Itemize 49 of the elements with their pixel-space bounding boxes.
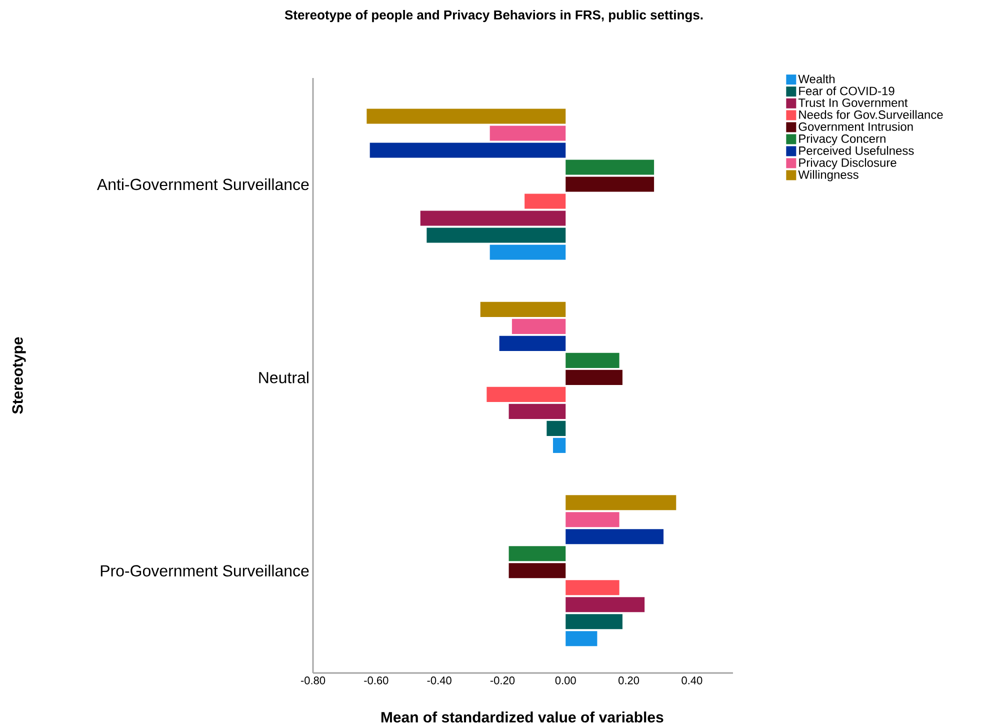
bar — [566, 495, 676, 510]
bar — [524, 194, 566, 209]
legend-label: Trust In Government — [798, 98, 908, 107]
legend-label: Needs for Gov.Surveillance — [799, 110, 943, 119]
x-tick-label: 0.40 — [682, 676, 702, 684]
x-tick-label: 0.20 — [618, 676, 640, 684]
legend-label: Wealth — [798, 74, 835, 84]
bar — [499, 336, 566, 351]
chart-title: Stereotype of people and Privacy Behaviors in FRS, public settings. — [284, 10, 703, 22]
legend-label: Willingness — [798, 170, 858, 182]
legend-label: Privacy Concern — [799, 134, 886, 146]
bar — [566, 580, 620, 596]
bar — [566, 614, 622, 630]
bar — [566, 370, 622, 385]
bar — [508, 404, 566, 419]
bar — [566, 512, 620, 528]
bar — [566, 176, 654, 192]
y-tick-label: Anti-Government Surveillance — [96, 178, 309, 190]
bar — [566, 160, 654, 175]
x-tick-label: -0.80 — [300, 676, 326, 684]
bar — [366, 108, 566, 124]
x-tick-label: -0.20 — [490, 676, 515, 684]
bar — [566, 631, 598, 646]
x-tick-label: 0.00 — [555, 676, 576, 684]
y-tick-label: Pro-Government Surveillance — [100, 564, 309, 576]
bar — [426, 228, 566, 243]
bar — [546, 420, 566, 436]
bar — [566, 529, 664, 544]
legend-label: Fear of COVID-19 — [799, 86, 894, 96]
bar — [552, 438, 566, 453]
y-tick-label: Neutral — [259, 372, 308, 384]
legend-label: Privacy Disclosure — [799, 158, 896, 170]
bar — [486, 386, 566, 402]
bar — [370, 142, 566, 158]
legend-label: Government Intrusion — [798, 122, 913, 131]
bar — [490, 244, 566, 260]
bar — [480, 302, 566, 317]
bar — [566, 597, 645, 612]
bar — [508, 563, 566, 578]
bar — [420, 210, 566, 226]
x-tick-label: -0.40 — [427, 676, 452, 684]
bar — [566, 352, 620, 368]
bar — [490, 126, 566, 141]
bar — [512, 318, 566, 334]
bar — [508, 546, 566, 562]
x-tick-label: -0.60 — [364, 676, 388, 684]
x-axis-title: Mean of standardized value of variables — [381, 712, 664, 723]
legend-label: Perceived Usefulness — [799, 146, 914, 155]
y-axis-title: Stereotype — [12, 337, 26, 414]
